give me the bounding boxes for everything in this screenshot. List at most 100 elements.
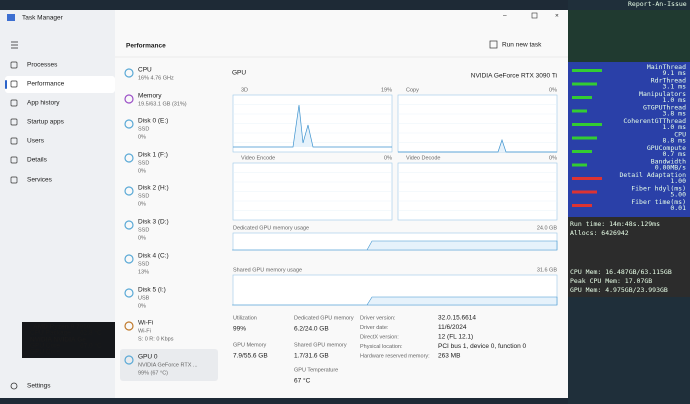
engine-percent: 19%	[381, 87, 392, 93]
overlay-bar	[572, 109, 587, 113]
hamburger[interactable]	[11, 41, 18, 49]
overlay-bar	[572, 123, 602, 126]
overlay-counter-value: 1.0 ms	[663, 96, 687, 104]
device-name[interactable]: Wi-Fi	[138, 320, 153, 327]
gpu-model: NVIDIA GeForce RTX 3090 Ti	[471, 73, 557, 80]
device-name[interactable]: Disk 2 (H:)	[138, 185, 169, 192]
device-detail: SSD	[138, 160, 149, 166]
overlay-counter-value: 1.0 ms	[663, 123, 687, 131]
nav-item[interactable]: Startup apps	[27, 119, 65, 126]
device-detail: 0%	[138, 134, 146, 140]
stat-label: Dedicated GPU memory	[294, 315, 354, 321]
nav-icon	[10, 137, 18, 145]
nav-item[interactable]: Services	[27, 177, 53, 184]
device-detail: 13%	[138, 269, 149, 275]
overlay-bar	[572, 190, 597, 194]
device-detail: SSD	[138, 261, 149, 267]
overlay-stat: GPU Mem: 4.975GB/23.993GB	[570, 286, 668, 294]
engine-label: 3D	[241, 87, 248, 93]
overlay-counter-value: 1.00	[670, 177, 686, 185]
engine-trace	[398, 138, 557, 153]
device-detail: 0%	[138, 168, 146, 174]
overlay-counter-label: CPU	[674, 131, 686, 139]
overlay-counter-value: 0.7 ms	[663, 150, 687, 158]
device-name[interactable]: Disk 3 (D:)	[138, 219, 169, 226]
device-name[interactable]: CPU	[138, 67, 152, 74]
overlay-counter-value: 0.01	[670, 204, 686, 212]
info-value: 263 MB	[438, 353, 460, 360]
memory-max: 31.6 GB	[537, 267, 558, 273]
overlay-counter-value: 0.00MB/s	[655, 164, 686, 172]
settings-icon	[10, 382, 18, 390]
maximize[interactable]	[531, 12, 538, 19]
device-name[interactable]: Disk 5 (I:)	[138, 287, 166, 294]
device-name[interactable]: Memory	[138, 93, 162, 100]
engine-percent: 0%	[384, 155, 392, 161]
engine-label: Video Encode	[241, 155, 275, 161]
overlay-counter-value: 9.1 ms	[663, 69, 687, 77]
memory-trace	[232, 240, 558, 251]
device-name[interactable]: Disk 4 (C:)	[138, 253, 169, 260]
device-detail: SSD	[138, 126, 149, 132]
run-new-task[interactable]: Run new task	[502, 42, 542, 49]
nav-icon	[10, 118, 18, 126]
tray-text: 62.8 °C	[80, 329, 102, 337]
nav-indicator	[5, 80, 7, 89]
engine-label: Video Decode	[406, 155, 440, 161]
memory-trace	[232, 296, 558, 306]
tray-text: CPU Package	[30, 330, 71, 337]
nav-icon	[10, 99, 18, 107]
close[interactable]: ×	[555, 13, 559, 20]
device-name[interactable]: Disk 0 (E:)	[138, 118, 168, 125]
device-icon	[124, 220, 134, 230]
info-value: 11/6/2024	[438, 324, 467, 331]
settings[interactable]: Settings	[27, 383, 51, 390]
window-title: Task Manager	[22, 15, 64, 22]
overlay-counter-label: Fiber time(ms)	[631, 198, 686, 206]
nav-item[interactable]: Processes	[27, 62, 58, 69]
device-icon	[124, 321, 134, 331]
overlay-stat: Peak CPU Mem: 17.07GB	[570, 277, 652, 285]
device-name[interactable]: Disk 1 (F:)	[138, 152, 168, 159]
tray-text: GPU Core	[30, 343, 60, 350]
device-icon	[124, 119, 134, 129]
stat-label: GPU Temperature	[294, 367, 338, 373]
info-value: 12 (FL 12.1)	[438, 334, 473, 341]
info-value: PCI bus 1, device 0, function 0	[438, 343, 527, 350]
device-detail: 0%	[138, 201, 146, 207]
gpu-title: GPU	[232, 70, 246, 77]
info-label: DirectX version:	[360, 334, 399, 340]
engine-trace	[233, 104, 392, 148]
info-label: Driver date:	[360, 325, 389, 331]
device-icon	[124, 355, 134, 365]
overlay-stat: CPU Mem: 16.487GB/63.115GB	[570, 268, 672, 276]
overlay-counter-label: Bandwidth	[651, 158, 686, 166]
device-detail: SSD	[138, 193, 149, 199]
nav-item[interactable]: Users	[27, 138, 45, 145]
nav-selected	[5, 76, 115, 93]
overlay-counter-value: 3.8 ms	[663, 110, 687, 118]
nav-item[interactable]: Performance	[27, 81, 65, 88]
stat-value: 1.7/31.6 GB	[294, 353, 329, 360]
run-icon	[489, 40, 498, 49]
info-value: 32.0.15.6614	[438, 315, 476, 322]
overlay-counter-value: 3.1 ms	[663, 83, 687, 91]
minimize[interactable]: –	[503, 13, 507, 20]
overlay-counter-label: Fiber hdyl(ms)	[631, 185, 686, 193]
overlay-bar	[572, 177, 602, 180]
device-detail: 16% 4.76 GHz	[138, 75, 174, 81]
overlay-counter-label: GPUCompute	[647, 144, 686, 152]
device-detail: NVIDIA GeForce RTX ...	[138, 362, 198, 368]
stat-value: 99%	[233, 326, 246, 333]
overlay-bar	[572, 136, 597, 140]
overlay-stat: Run time: 14m:48s.129ms	[570, 220, 660, 228]
stat-label: GPU Memory	[233, 342, 267, 348]
nav-item[interactable]: App history	[27, 100, 60, 107]
nav-item[interactable]: Details	[27, 157, 48, 164]
device-detail: SSD	[138, 227, 149, 233]
overlay-bar	[572, 204, 592, 207]
engine-label: Copy	[406, 87, 419, 93]
device-name[interactable]: GPU 0	[138, 354, 158, 361]
tray-text: AMD Ryzen 9 7950	[33, 324, 91, 331]
